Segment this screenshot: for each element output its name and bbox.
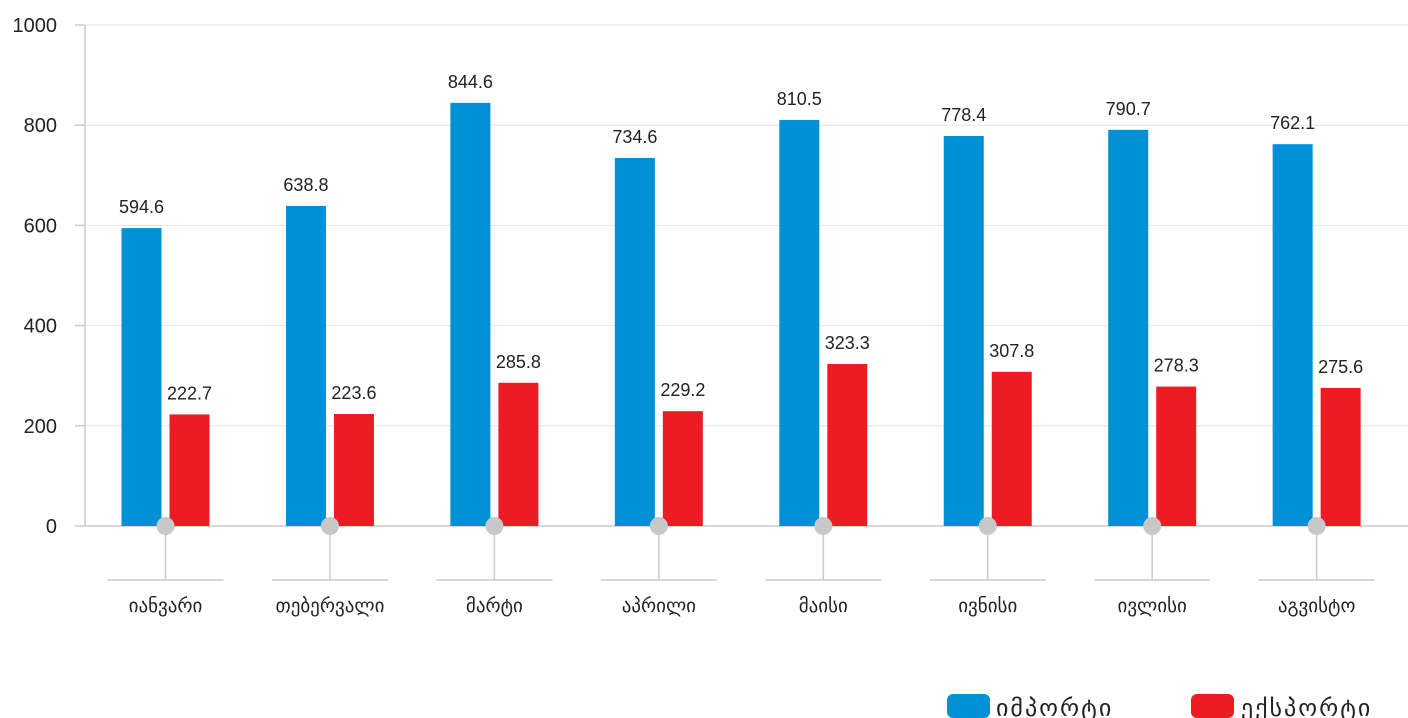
bar-value-label: 790.7 [1106, 99, 1151, 119]
bar-value-label: 275.6 [1318, 357, 1363, 377]
bar-value-label: 810.5 [777, 89, 822, 109]
bar-value-label: 762.1 [1270, 113, 1315, 133]
bar-export [169, 414, 210, 526]
bar-import [1272, 144, 1313, 526]
bar-value-label: 285.8 [496, 352, 541, 372]
category-marker-dot [156, 517, 175, 535]
y-tick-label: 600 [24, 215, 57, 237]
bar-export [1320, 387, 1361, 526]
bar-export [827, 364, 868, 526]
bar-export [991, 371, 1032, 526]
bar-value-label: 778.4 [941, 105, 986, 125]
x-category-label: ივნისი [958, 595, 1017, 617]
category-marker-dot [649, 517, 668, 535]
bar-value-label: 323.3 [825, 333, 870, 353]
legend-label: ექსპორტი [1241, 695, 1372, 718]
x-category-label: ივლისი [1117, 595, 1186, 617]
legend-label: იმპორტი [996, 695, 1113, 718]
y-tick-label: 400 [24, 316, 57, 338]
x-category-label: თებერვალი [275, 595, 384, 617]
y-tick-label: 800 [24, 115, 57, 137]
x-category-label: აგვისტო [1278, 595, 1356, 617]
category-marker-dot [814, 517, 833, 535]
y-tick-label: 200 [24, 416, 57, 438]
bar-import [285, 205, 326, 527]
bar-import [121, 228, 162, 526]
bar-value-label: 229.2 [660, 380, 705, 400]
category-marker-dot [1307, 517, 1326, 535]
bar-value-label: 222.7 [167, 383, 212, 403]
bar-export [333, 413, 374, 526]
category-marker-dot [978, 517, 997, 535]
bar-value-label: 278.3 [1154, 356, 1199, 376]
bar-value-label: 223.6 [331, 383, 376, 403]
bar-import [450, 102, 491, 526]
bar-export [498, 382, 539, 526]
x-category-label: მარტი [466, 595, 523, 617]
bar-value-label: 734.6 [612, 127, 657, 147]
x-category-label: აპრილი [622, 595, 696, 617]
y-tick-label: 0 [46, 516, 57, 538]
category-marker-dot [1143, 517, 1162, 535]
category-marker-dot [485, 517, 504, 535]
y-tick-label: 1000 [13, 15, 58, 37]
x-category-label: იანვარი [129, 595, 203, 617]
bar-value-label: 594.6 [119, 197, 164, 217]
legend-swatch [947, 694, 990, 718]
bar-import [1108, 129, 1149, 526]
bar-value-label: 638.8 [283, 175, 328, 195]
legend-swatch [1191, 694, 1234, 718]
bar-import [943, 136, 984, 526]
bar-export [662, 411, 703, 526]
bar-import [779, 119, 820, 526]
bar-import [614, 157, 655, 526]
bar-export [1156, 386, 1197, 526]
bar-value-label: 307.8 [989, 341, 1034, 361]
x-category-label: მაისი [799, 595, 848, 617]
bar-value-label: 844.6 [448, 72, 493, 92]
category-marker-dot [320, 517, 339, 535]
